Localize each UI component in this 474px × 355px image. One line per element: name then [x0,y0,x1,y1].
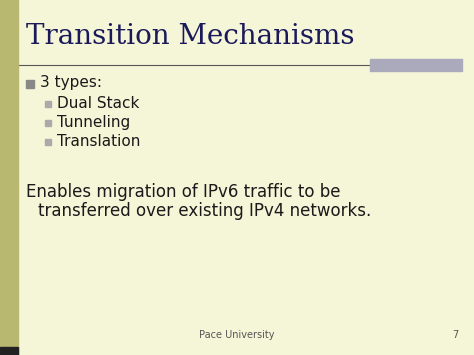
Text: Pace University: Pace University [199,330,275,340]
Text: Translation: Translation [57,133,140,148]
Text: Enables migration of IPv6 traffic to be: Enables migration of IPv6 traffic to be [26,183,340,201]
Bar [0,0,18,355]
Text: Dual Stack: Dual Stack [57,95,139,110]
Text: transferred over existing IPv4 networks.: transferred over existing IPv4 networks. [38,202,371,220]
Text: 3 types:: 3 types: [40,76,102,91]
Bar [370,59,462,71]
Bar [26,80,34,88]
Text: Tunneling: Tunneling [57,115,130,130]
Bar [45,120,51,126]
Text: 7: 7 [452,330,458,340]
Bar [45,139,51,145]
Text: Transition Mechanisms: Transition Mechanisms [26,23,355,50]
Bar [0,347,18,355]
Bar [45,101,51,107]
